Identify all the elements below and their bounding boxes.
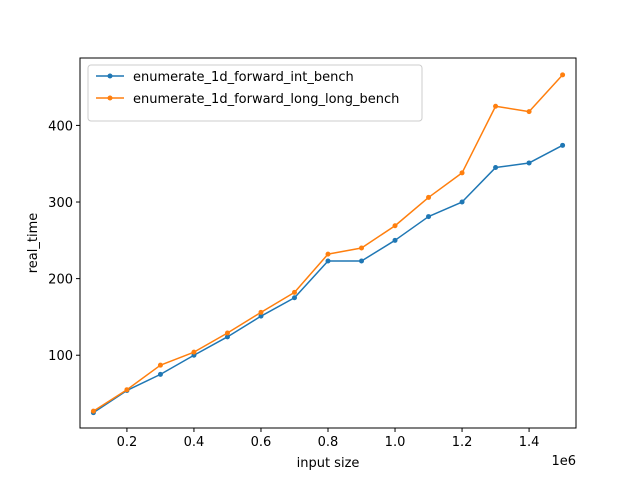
data-point xyxy=(526,109,532,115)
series-1 xyxy=(90,142,566,416)
y-tick-label: 400 xyxy=(48,119,73,134)
legend-marker xyxy=(107,95,113,101)
x-tick-label: 1.4 xyxy=(519,435,540,450)
x-tick-label: 0.4 xyxy=(184,435,205,450)
data-point xyxy=(191,349,197,355)
x-tick-label: 1.2 xyxy=(452,435,473,450)
data-point xyxy=(359,245,365,251)
data-point xyxy=(90,408,96,414)
x-axis-ticks: 0.2 0.4 0.6 0.8 1.0 1.2 1.4 xyxy=(117,428,540,450)
data-point xyxy=(359,258,365,264)
data-point xyxy=(124,387,130,393)
data-point xyxy=(392,237,398,243)
data-point xyxy=(224,334,230,340)
data-point xyxy=(560,142,566,148)
data-point xyxy=(157,371,163,377)
y-axis-label: real_time xyxy=(26,213,41,274)
data-point xyxy=(493,165,499,171)
data-point xyxy=(392,223,398,229)
x-tick-label: 0.8 xyxy=(318,435,339,450)
x-tick-label: 0.6 xyxy=(251,435,272,450)
series-2 xyxy=(90,72,566,414)
legend: enumerate_1d_forward_int_bench enumerate_… xyxy=(87,64,423,122)
data-point xyxy=(291,289,297,295)
legend-entry: enumerate_1d_forward_long_long_bench xyxy=(96,92,399,107)
data-point xyxy=(459,170,465,176)
data-point xyxy=(325,258,331,264)
data-point xyxy=(157,362,163,368)
data-point xyxy=(325,251,331,257)
legend-entry: enumerate_1d_forward_int_bench xyxy=(96,70,354,85)
data-point xyxy=(258,313,264,319)
x-tick-label: 1.0 xyxy=(385,435,406,450)
x-axis-label: input size xyxy=(297,456,360,471)
series-layer xyxy=(90,72,566,416)
data-point xyxy=(258,309,264,315)
legend-label: enumerate_1d_forward_int_bench xyxy=(133,70,354,85)
y-tick-label: 100 xyxy=(48,349,73,364)
data-point xyxy=(224,330,230,336)
y-tick-label: 300 xyxy=(48,196,73,211)
data-point xyxy=(459,199,465,205)
data-point xyxy=(291,295,297,301)
data-point xyxy=(493,103,499,109)
legend-marker xyxy=(107,73,113,79)
data-point xyxy=(426,214,432,220)
x-axis-offset-label: 1e6 xyxy=(551,454,576,469)
legend-box xyxy=(87,64,423,122)
y-tick-label: 200 xyxy=(48,273,73,288)
data-point xyxy=(526,160,532,166)
data-point xyxy=(426,194,432,200)
legend-label: enumerate_1d_forward_long_long_bench xyxy=(133,92,399,107)
x-tick-label: 0.2 xyxy=(117,435,138,450)
y-axis-ticks: 100 200 300 400 xyxy=(48,119,80,364)
data-point xyxy=(560,72,566,78)
